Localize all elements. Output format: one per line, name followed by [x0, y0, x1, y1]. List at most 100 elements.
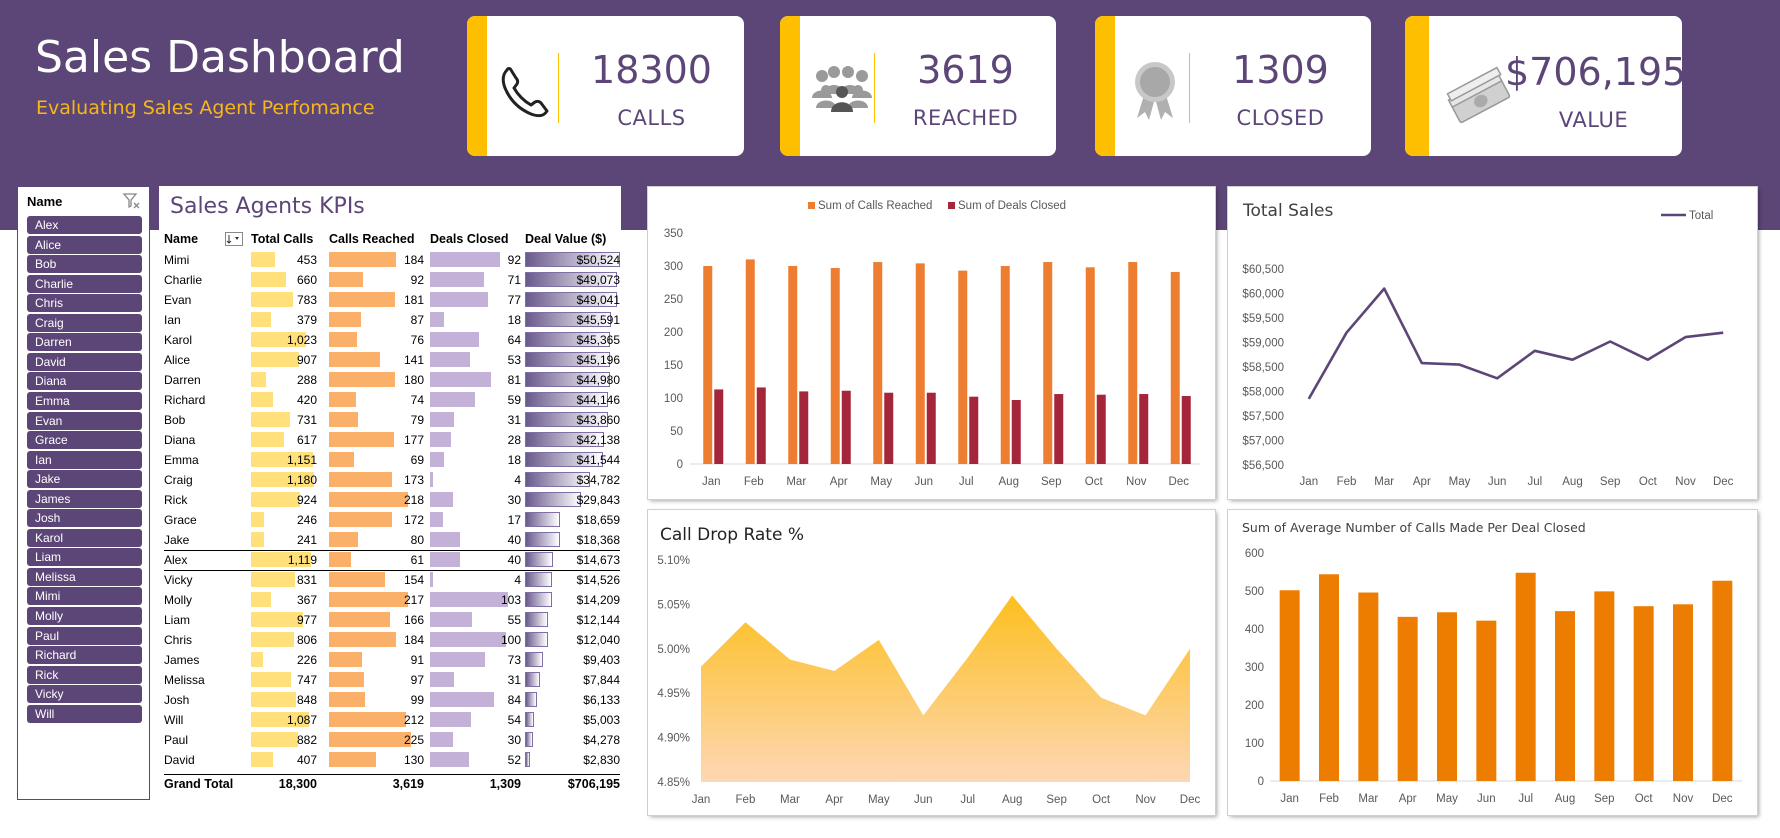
- closed-bar: [430, 692, 494, 707]
- chart-title: Sum of Average Number of Calls Made Per …: [1242, 520, 1586, 535]
- table-row: Richard 420 74 59 $44,146: [164, 390, 620, 410]
- slicer-item[interactable]: Rick: [27, 665, 142, 684]
- closed-value: 40: [507, 553, 521, 567]
- slicer-item[interactable]: Darren: [27, 333, 142, 352]
- x-tick-label: Apr: [830, 476, 848, 488]
- x-tick-label: Jun: [1488, 476, 1507, 488]
- slicer-item[interactable]: Vicky: [27, 685, 142, 704]
- slicer-item[interactable]: Richard: [27, 646, 142, 665]
- calls-bar: [251, 412, 290, 427]
- calls-bar: [251, 312, 272, 327]
- value-bar: [525, 352, 610, 367]
- reached-value: 91: [410, 653, 424, 667]
- y-tick-label: $56,500: [1242, 460, 1284, 472]
- value-bar: [525, 592, 552, 607]
- closed-value: 71: [507, 273, 521, 287]
- reached-bar: [329, 352, 381, 367]
- calls-bar: [251, 752, 273, 767]
- slicer-item[interactable]: Molly: [27, 607, 142, 625]
- x-tick-label: Jan: [702, 476, 721, 488]
- slicer-item[interactable]: Bob: [27, 255, 142, 274]
- closed-bar: [430, 292, 489, 307]
- value-bar: [525, 452, 604, 467]
- x-tick-label: Feb: [744, 476, 764, 488]
- reached-value: 180: [403, 373, 424, 387]
- sort-dropdown-icon[interactable]: [225, 232, 243, 246]
- slicer-item[interactable]: Josh: [27, 509, 142, 528]
- calls-value: 1,151: [286, 453, 317, 467]
- slicer-item[interactable]: Grace: [27, 431, 142, 450]
- y-tick-label: 250: [664, 294, 683, 306]
- card-reached: 3619 REACHED: [780, 16, 1056, 156]
- reached-value: 87: [410, 313, 424, 327]
- x-tick-label: May: [1436, 793, 1458, 805]
- slicer-item[interactable]: Alex: [27, 216, 142, 234]
- y-tick-label: 0: [677, 459, 683, 471]
- slicer-item[interactable]: Will: [27, 704, 142, 723]
- grand-total-label: Grand Total: [164, 777, 234, 791]
- slicer-header: Name: [27, 194, 63, 209]
- slicer-item[interactable]: Liam: [27, 548, 142, 567]
- name-slicer: Name Alex Alice Bob Charlie Chris Craig Darren…: [17, 186, 150, 800]
- agent-name: Rick: [164, 493, 188, 507]
- slicer-item[interactable]: David: [27, 352, 142, 371]
- slicer-item[interactable]: Paul: [27, 626, 142, 645]
- clear-filter-icon[interactable]: [122, 191, 142, 211]
- slicer-item[interactable]: Melissa: [27, 567, 142, 586]
- deals-closed-bar: [969, 396, 979, 464]
- table-row: Karol 1,023 76 64 $45,365: [164, 330, 620, 350]
- value-bar: [525, 372, 610, 387]
- slicer-item[interactable]: Evan: [27, 411, 142, 430]
- x-tick-label: Aug: [999, 476, 1019, 488]
- closed-value: 4: [514, 573, 521, 587]
- slicer-item[interactable]: Ian: [27, 450, 142, 469]
- deals-closed-bar: [926, 392, 936, 464]
- x-tick-label: Apr: [825, 794, 843, 806]
- phone-icon: [501, 67, 549, 118]
- deals-closed-bar: [1054, 394, 1064, 464]
- table-row: Will 1,087 212 54 $5,003: [164, 710, 620, 730]
- calls-reached-bar: [958, 270, 968, 464]
- slicer-item[interactable]: Craig: [27, 313, 142, 332]
- calls-reached-closed-svg: 0 50 100 150 200 250 300 350 Jan Feb Mar Apr May Jun J…: [664, 200, 1200, 488]
- x-tick-label: Oct: [1092, 794, 1111, 806]
- reached-bar: [329, 652, 363, 667]
- deal-value: $7,844: [583, 673, 620, 687]
- table-row: James 226 91 73 $9,403: [164, 650, 620, 670]
- slicer-item[interactable]: Charlie: [27, 274, 142, 293]
- closed-bar: [430, 492, 453, 507]
- closed-value: 18: [507, 313, 521, 327]
- slicer-item[interactable]: Alice: [27, 235, 142, 254]
- card-label: CALLS: [617, 106, 686, 130]
- slicer-item[interactable]: Emma: [27, 391, 142, 410]
- slicer-item[interactable]: Diana: [27, 372, 142, 391]
- sales-agents-kpi-panel: Sales Agents KPIs Name Total Calls Calls…: [159, 186, 621, 794]
- slicer-item[interactable]: James: [27, 489, 142, 508]
- calls-value: 747: [296, 673, 317, 687]
- calls-reached-bar: [1170, 271, 1180, 464]
- table-row: Josh 848 99 84 $6,133: [164, 690, 620, 710]
- calls-reached-bar: [1000, 266, 1010, 464]
- y-tick-label: 4.85%: [657, 777, 690, 789]
- reached-value: 172: [403, 513, 424, 527]
- calls-bar: [251, 512, 265, 527]
- reached-bar: [329, 452, 355, 467]
- reached-value: 61: [410, 553, 424, 567]
- table-row: Mimi 453 184 92 $50,524: [164, 250, 620, 270]
- calls-reached-bar: [1043, 262, 1053, 464]
- agent-name: Craig: [164, 473, 193, 487]
- closed-bar: [430, 512, 443, 527]
- calls-bar: [251, 712, 309, 727]
- card-label: REACHED: [912, 106, 1019, 130]
- x-tick-label: Jan: [692, 794, 711, 806]
- slicer-item[interactable]: Karol: [27, 528, 142, 547]
- slicer-item[interactable]: Chris: [27, 294, 142, 313]
- agent-name: Paul: [164, 733, 189, 747]
- reached-value: 76: [410, 333, 424, 347]
- agent-name: David: [164, 753, 195, 767]
- slicer-item[interactable]: Jake: [27, 470, 142, 489]
- x-tick-label: Sep: [1594, 793, 1614, 805]
- slicer-item[interactable]: Mimi: [27, 587, 142, 606]
- deal-value: $49,041: [576, 293, 620, 307]
- closed-value: 30: [507, 733, 521, 747]
